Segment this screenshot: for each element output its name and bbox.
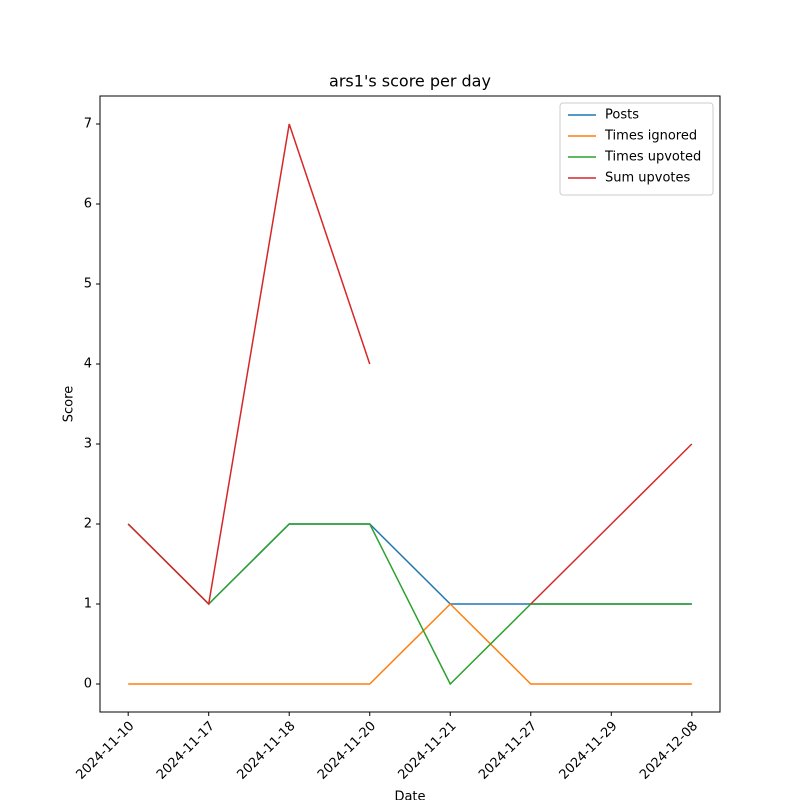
y-tick-label: 5 bbox=[84, 277, 92, 292]
x-tick-label: 2024-11-27 bbox=[476, 719, 540, 783]
series-line bbox=[128, 602, 692, 685]
legend-label: Sum upvotes bbox=[605, 171, 691, 186]
x-tick-label: 2024-11-29 bbox=[557, 719, 621, 783]
x-tick-label: 2024-11-21 bbox=[396, 719, 460, 783]
chart-title: ars1's score per day bbox=[329, 72, 491, 91]
y-axis-label: Score bbox=[62, 386, 77, 422]
series-line bbox=[127, 123, 693, 606]
y-tick-label: 4 bbox=[84, 357, 92, 372]
legend-box bbox=[559, 102, 714, 196]
x-tick-label: 2024-12-08 bbox=[637, 719, 701, 783]
x-tick-label: 2024-11-17 bbox=[154, 719, 218, 783]
y-tick-label: 1 bbox=[84, 597, 92, 612]
x-tick-label: 2024-11-10 bbox=[73, 719, 137, 783]
x-tick-label: 2024-11-20 bbox=[315, 719, 379, 783]
legend-label: Times ignored bbox=[604, 129, 697, 144]
plot-frame bbox=[99, 95, 721, 713]
series-line bbox=[127, 523, 692, 606]
series-line bbox=[127, 523, 692, 686]
y-tick-label: 7 bbox=[84, 117, 92, 132]
y-tick-label: 3 bbox=[84, 437, 92, 452]
y-tick-label: 6 bbox=[84, 197, 92, 212]
y-tick-label: 2 bbox=[84, 517, 92, 532]
legend-label: Times upvoted bbox=[604, 150, 701, 165]
legend: Posts Times ignored Times upvoted Sum upvot… bbox=[559, 102, 714, 196]
x-tick-label: 2024-11-18 bbox=[234, 719, 298, 783]
y-tick-label: 0 bbox=[84, 677, 92, 692]
x-axis-label: Date bbox=[394, 790, 425, 800]
legend-label: Posts bbox=[605, 108, 639, 123]
